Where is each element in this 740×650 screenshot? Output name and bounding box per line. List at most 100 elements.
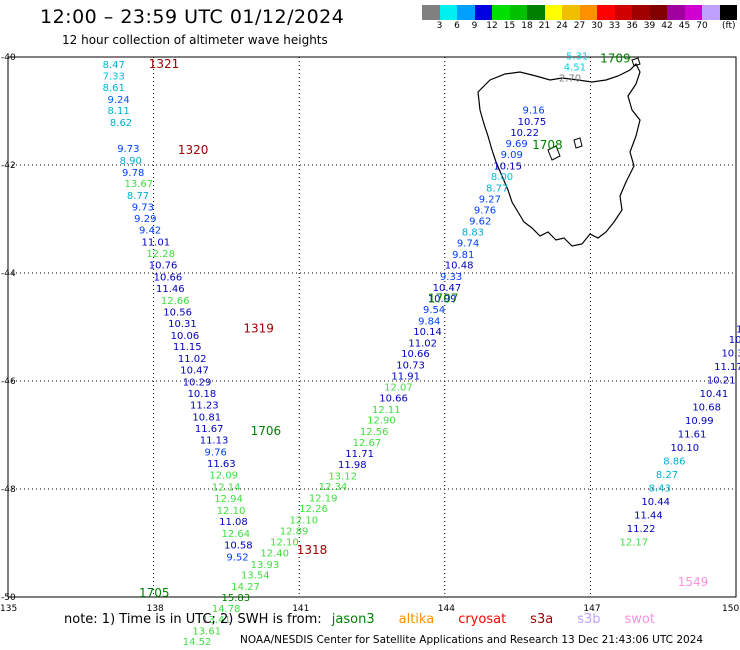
wave-height-point: 9.52 <box>226 552 248 563</box>
wave-height-point: 8.83 <box>462 228 484 239</box>
track-time-label: 1319 <box>243 321 274 335</box>
wave-height-point: 9.29 <box>134 214 156 225</box>
wave-height-point: 14.27 <box>231 582 260 593</box>
wave-height-point: 10.56 <box>163 308 192 319</box>
wave-height-point: 10.48 <box>445 261 474 272</box>
wave-height-point: 12.17 <box>620 538 649 549</box>
wave-height-point: 8.77 <box>486 183 508 194</box>
wave-height-point: 12.14 <box>212 483 241 494</box>
color-legend-label: 18 <box>521 21 533 31</box>
satellite-legend-item: cryosat <box>458 612 507 627</box>
map-title: 12:00 – 23:59 UTC 01/12/2024 <box>40 6 345 28</box>
wave-height-point: 10.47 <box>433 283 462 294</box>
wave-height-point: 13.67 <box>124 179 153 190</box>
wave-height-point: 9.33 <box>440 272 462 283</box>
color-legend-label: 45 <box>678 21 691 31</box>
color-legend-label: 6 <box>454 21 460 31</box>
wave-height-point: 11.63 <box>207 459 236 470</box>
satellite-legend: jason3 altika cryosat s3a s3b swot <box>326 612 655 627</box>
lon-tick-label: 150 <box>722 604 739 614</box>
wave-height-point: 13.12 <box>328 471 357 482</box>
color-swatch <box>702 5 720 20</box>
wave-height-point: 9.84 <box>418 316 440 327</box>
wave-height-point: 12.90 <box>367 416 396 427</box>
color-swatch <box>509 5 527 20</box>
wave-height-point: 9.76 <box>205 448 227 459</box>
wave-height-point: 10.44 <box>641 497 670 508</box>
color-legend-unit: (ft) <box>722 21 736 31</box>
wave-height-point: 12.94 <box>214 494 243 505</box>
wave-height-point: 9.24 <box>107 95 129 106</box>
color-swatch <box>457 5 475 20</box>
wave-height-point: 12.10 <box>270 538 299 549</box>
wave-height-point: 12.89 <box>280 526 309 537</box>
color-legend-label: 39 <box>643 21 656 31</box>
wave-height-point: 9.76 <box>474 206 496 217</box>
wave-height-point: 12.19 <box>309 493 338 504</box>
color-legend-label: 15 <box>503 21 516 31</box>
wave-height-point: 12.10 <box>289 516 318 527</box>
wave-height-point: 10.99 <box>428 294 457 305</box>
wave-height-point: 11.01 <box>141 237 170 248</box>
lat-tick-label: -40 <box>1 53 16 63</box>
wave-height-point: 12.07 <box>384 383 413 394</box>
lake-inland <box>547 145 561 161</box>
color-legend-labels: 3 6 9 12 15 18 21 24 27 30 33 36 39 42 45 70 <box>422 21 740 33</box>
wave-height-point: 9.78 <box>122 168 144 179</box>
track-time-label: 1706 <box>251 424 282 438</box>
wave-height-point: 10.99 <box>685 416 714 427</box>
wave-height-point: 15.83 <box>222 593 251 604</box>
wave-height-point: 9.74 <box>457 239 479 250</box>
satellite-legend-item: s3a <box>530 612 554 627</box>
wave-height-point: 9.69 <box>505 139 527 150</box>
wave-height-point: 13.54 <box>241 571 270 582</box>
wave-height-point: 12.11 <box>372 405 401 416</box>
wave-height-point: 11.44 <box>634 511 663 522</box>
color-legend-label: 30 <box>591 21 603 31</box>
track-time-label: 1708 <box>532 138 563 152</box>
wave-height-point: 11.67 <box>195 424 224 435</box>
color-legend-label: 12 <box>486 21 498 31</box>
map-subtitle: 12 hour collection of altimeter wave hei… <box>62 33 328 47</box>
track-time-label: 1321 <box>149 57 180 71</box>
wave-height-point: 11.46 <box>156 284 185 295</box>
wave-height-point: 13.41 <box>202 615 231 626</box>
wave-height-point: 9.09 <box>501 150 523 161</box>
lon-tick-label: 147 <box>583 604 600 614</box>
wave-height-point: 10.33 <box>721 349 740 360</box>
color-swatch <box>562 5 580 20</box>
wave-height-point: 9.81 <box>452 250 474 261</box>
footer-credit: NOAA/NESDIS Center for Satellite Applica… <box>240 634 704 646</box>
wave-height-point: 10.66 <box>401 349 430 360</box>
wave-height-point: 10.21 <box>707 376 736 387</box>
color-swatch <box>439 5 457 20</box>
wave-height-point: 8.47 <box>103 60 125 71</box>
wave-height-point: 11.23 <box>190 401 219 412</box>
color-swatch <box>492 5 510 20</box>
wave-height-point: 8.00 <box>491 172 513 183</box>
wave-height-point: 14.78 <box>212 604 241 615</box>
lat-tick-label: -42 <box>1 161 16 171</box>
wave-height-point: 12.40 <box>260 549 289 560</box>
tasmania-coastline <box>477 62 641 247</box>
wave-height-point: 10.66 <box>379 394 408 405</box>
wave-height-point: 12.09 <box>209 471 238 482</box>
satellite-legend-item: swot <box>624 612 655 627</box>
wave-height-point: 11.15 <box>173 342 202 353</box>
wave-height-point: 12.67 <box>353 438 382 449</box>
wave-height-point: 13.93 <box>251 560 280 571</box>
wave-height-point: 8.86 <box>663 457 685 468</box>
wave-height-point: 10.22 <box>510 128 539 139</box>
color-swatch <box>614 5 632 20</box>
track-time-label: 1318 <box>297 543 328 557</box>
wave-height-point: 9.16 <box>522 106 544 117</box>
lat-tick-label: -46 <box>1 377 16 387</box>
wave-height-point: 9.54 <box>423 305 445 316</box>
wave-height-point: 10.14 <box>413 327 442 338</box>
color-legend-bar <box>422 5 737 20</box>
track-time-label: 1549 <box>678 575 709 589</box>
color-swatch <box>719 5 737 20</box>
island-small-north <box>631 57 641 67</box>
wave-height-point: 10.68 <box>692 403 721 414</box>
wave-height-point: 10.31 <box>168 319 197 330</box>
